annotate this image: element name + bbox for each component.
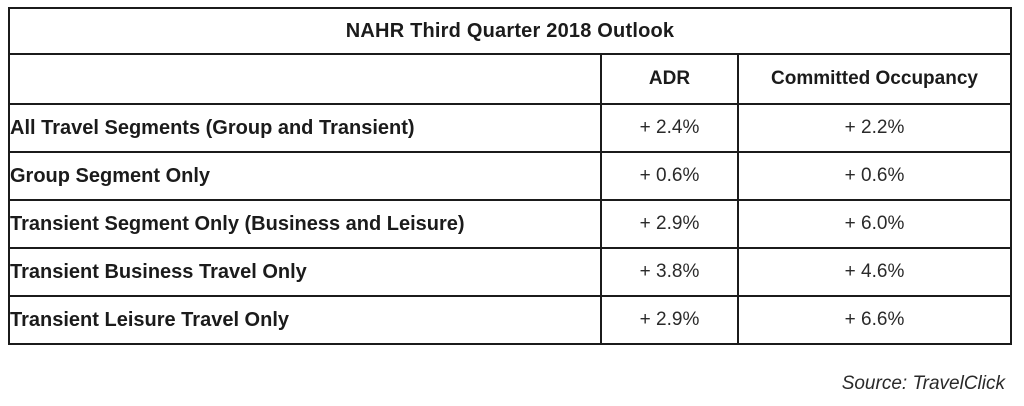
row-label: Transient Business Travel Only bbox=[8, 247, 602, 297]
adr-value: + 2.9% bbox=[600, 295, 739, 345]
column-header-segment bbox=[8, 53, 602, 105]
row-label: Group Segment Only bbox=[8, 151, 602, 201]
row-label: Transient Leisure Travel Only bbox=[8, 295, 602, 345]
occupancy-value: + 0.6% bbox=[736, 151, 1013, 201]
source-attribution: Source: TravelClick bbox=[841, 373, 1005, 394]
row-label: All Travel Segments (Group and Transient… bbox=[8, 103, 602, 153]
adr-value: + 3.8% bbox=[600, 247, 739, 297]
table-row: Transient Leisure Travel Only + 2.9% + 6… bbox=[8, 295, 1013, 345]
occupancy-value: + 2.2% bbox=[736, 103, 1013, 153]
table-row: Transient Business Travel Only + 3.8% + … bbox=[8, 247, 1013, 297]
table-row: Transient Segment Only (Business and Lei… bbox=[8, 199, 1013, 249]
table-title: NAHR Third Quarter 2018 Outlook bbox=[7, 7, 1013, 55]
table-row: All Travel Segments (Group and Transient… bbox=[8, 103, 1013, 153]
occupancy-value: + 6.0% bbox=[736, 199, 1013, 249]
row-label: Transient Segment Only (Business and Lei… bbox=[8, 199, 602, 249]
adr-value: + 0.6% bbox=[600, 151, 739, 201]
column-header-occupancy: Committed Occupancy bbox=[736, 53, 1013, 105]
table-row: Group Segment Only + 0.6% + 0.6% bbox=[8, 151, 1013, 201]
outlook-table: NAHR Third Quarter 2018 Outlook ADR Comm… bbox=[7, 7, 1013, 345]
occupancy-value: + 6.6% bbox=[736, 295, 1013, 345]
column-header-adr: ADR bbox=[600, 53, 739, 105]
adr-value: + 2.4% bbox=[600, 103, 739, 153]
adr-value: + 2.9% bbox=[600, 199, 739, 249]
table-title-row: NAHR Third Quarter 2018 Outlook bbox=[7, 7, 1013, 55]
table-header-row: ADR Committed Occupancy bbox=[8, 53, 1013, 105]
occupancy-value: + 4.6% bbox=[736, 247, 1013, 297]
